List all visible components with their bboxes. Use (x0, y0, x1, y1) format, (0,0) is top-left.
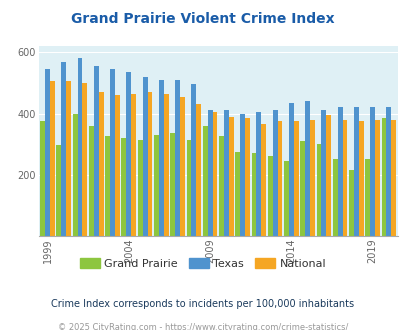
Bar (121, 138, 126, 236)
Bar (45, 69, 50, 236)
Bar (293, 121, 298, 236)
Bar (56, 145, 61, 236)
Bar (207, 111, 212, 236)
Bar (191, 84, 196, 236)
Bar (267, 156, 272, 236)
Bar (342, 120, 347, 236)
Bar (277, 121, 282, 236)
Bar (364, 159, 369, 236)
Bar (77, 58, 82, 236)
Bar (126, 72, 131, 236)
Bar (89, 126, 94, 236)
Bar (332, 159, 337, 236)
Bar (300, 141, 305, 236)
Bar (321, 111, 326, 236)
Bar (358, 121, 363, 236)
Bar (179, 97, 184, 236)
Bar (105, 137, 110, 236)
Bar (309, 120, 314, 236)
Text: Grand Prairie Violent Crime Index: Grand Prairie Violent Crime Index (71, 12, 334, 25)
Bar (115, 95, 119, 236)
Bar (251, 153, 256, 236)
Text: Crime Index corresponds to incidents per 100,000 inhabitants: Crime Index corresponds to incidents per… (51, 299, 354, 309)
Bar (158, 80, 163, 236)
Bar (98, 92, 103, 236)
Bar (163, 94, 168, 236)
Bar (390, 120, 395, 236)
Bar (305, 101, 309, 236)
Bar (353, 107, 358, 236)
Bar (196, 104, 200, 236)
Bar (110, 69, 115, 236)
Bar (66, 82, 71, 236)
Bar (228, 116, 233, 236)
Bar (131, 94, 136, 236)
Bar (386, 107, 390, 236)
Bar (72, 114, 77, 236)
Bar (153, 135, 158, 236)
Bar (288, 103, 293, 236)
Bar (212, 112, 217, 236)
Bar (137, 140, 142, 236)
Bar (147, 92, 152, 236)
Bar (261, 124, 266, 236)
Bar (224, 111, 228, 236)
Bar (381, 118, 386, 236)
Bar (175, 80, 179, 236)
Bar (40, 121, 45, 236)
Bar (94, 66, 98, 236)
Bar (142, 77, 147, 236)
Bar (316, 144, 321, 236)
Bar (284, 161, 288, 236)
Text: © 2025 CityRating.com - https://www.cityrating.com/crime-statistics/: © 2025 CityRating.com - https://www.city… (58, 323, 347, 330)
Bar (326, 115, 330, 236)
Bar (202, 126, 207, 236)
Bar (245, 118, 249, 236)
Bar (337, 107, 342, 236)
Bar (374, 120, 379, 236)
Bar (256, 112, 261, 236)
Bar (50, 82, 55, 236)
Bar (240, 114, 245, 236)
Bar (272, 111, 277, 236)
Bar (219, 137, 224, 236)
Legend: Grand Prairie, Texas, National: Grand Prairie, Texas, National (75, 254, 330, 273)
Bar (170, 133, 175, 236)
Bar (348, 170, 353, 236)
Bar (369, 107, 374, 236)
Bar (186, 140, 191, 236)
Bar (235, 152, 240, 236)
Bar (82, 83, 87, 236)
Bar (61, 61, 66, 236)
